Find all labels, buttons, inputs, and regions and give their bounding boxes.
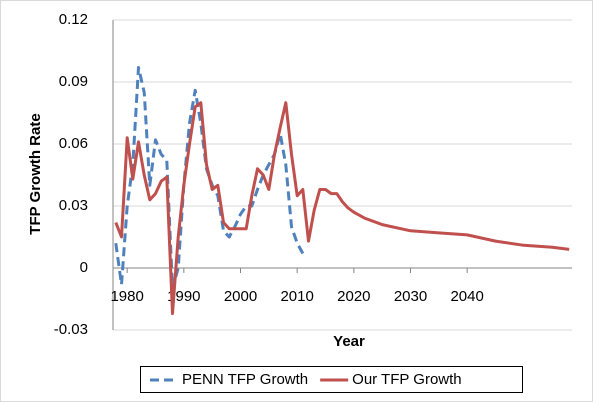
x-tick-label: 2020 xyxy=(337,288,370,305)
legend: PENN TFP Growth Our TFP Growth xyxy=(140,366,523,393)
y-axis-label: TFP Growth Rate xyxy=(27,113,44,234)
y-tick-label: -0.03 xyxy=(54,321,88,338)
x-tick-label: 1980 xyxy=(110,288,143,305)
x-tick-label: 2010 xyxy=(280,288,313,305)
y-tick-label: 0.12 xyxy=(59,11,88,28)
y-tick-label: 0 xyxy=(80,259,88,276)
legend-label: Our TFP Growth xyxy=(352,371,461,388)
x-axis-label: Year xyxy=(333,333,365,350)
x-tick-label: 2000 xyxy=(224,288,257,305)
legend-label: PENN TFP Growth xyxy=(182,371,308,388)
y-tick-label: 0.06 xyxy=(59,135,88,152)
y-tick-label: 0.09 xyxy=(59,73,88,90)
lines xyxy=(114,66,570,315)
x-tick-label: 2030 xyxy=(394,288,427,305)
y-tick-label: 0.03 xyxy=(59,197,88,214)
series-line xyxy=(114,101,570,315)
x-tick-label: 2040 xyxy=(450,288,483,305)
